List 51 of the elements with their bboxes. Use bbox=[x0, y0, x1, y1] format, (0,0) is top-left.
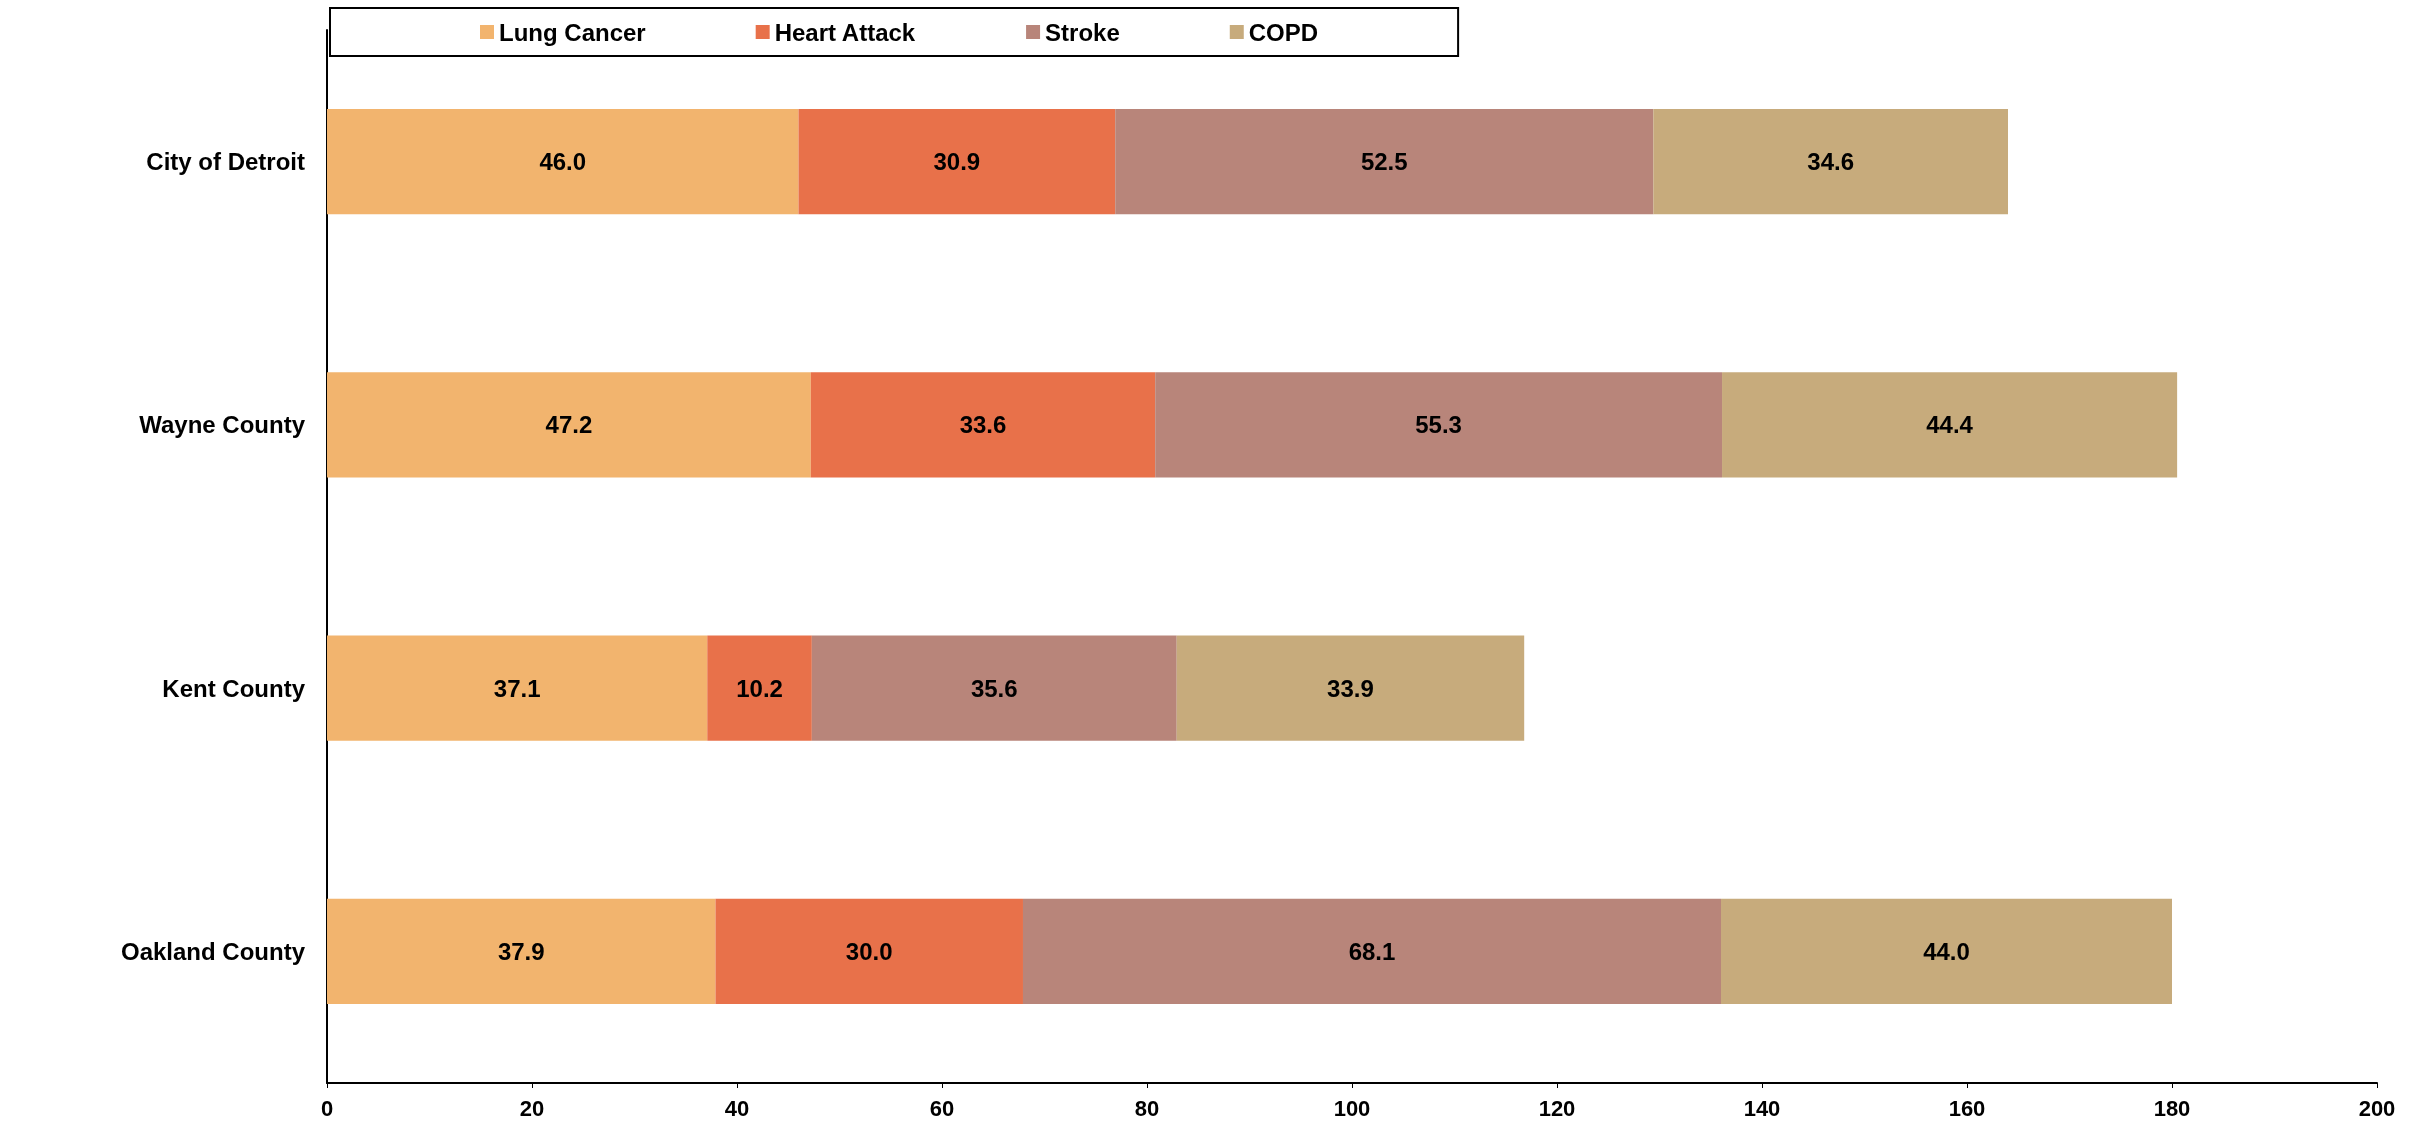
x-tick-label: 140 bbox=[1743, 1095, 1781, 1121]
y-tick-label: Kent County bbox=[162, 674, 306, 702]
data-label: 33.6 bbox=[959, 411, 1007, 439]
data-label: 46.0 bbox=[539, 148, 587, 176]
bar bbox=[1115, 108, 1654, 215]
bar bbox=[327, 898, 716, 1005]
data-label: 44.4 bbox=[1926, 411, 1974, 439]
y-tick-label: City of Detroit bbox=[146, 148, 305, 176]
bar bbox=[715, 898, 1023, 1005]
bar bbox=[327, 372, 811, 478]
x-tick-label: 120 bbox=[1538, 1095, 1576, 1121]
legend-label: COPD bbox=[1248, 18, 1319, 46]
data-label: 33.9 bbox=[1327, 674, 1374, 702]
legend-label: Stroke bbox=[1045, 18, 1120, 46]
data-label: 37.9 bbox=[497, 937, 545, 965]
x-tick-label: 0 bbox=[320, 1095, 334, 1121]
legend-label: Heart Attack bbox=[774, 18, 916, 46]
data-label: 30.9 bbox=[933, 148, 981, 176]
x-tick-label: 80 bbox=[1134, 1095, 1160, 1121]
data-label: 52.5 bbox=[1360, 148, 1408, 176]
bar bbox=[327, 635, 708, 741]
data-label: 68.1 bbox=[1348, 937, 1396, 965]
bar bbox=[1155, 372, 1723, 478]
data-label: 44.0 bbox=[1923, 937, 1970, 965]
x-tick-label: 200 bbox=[2358, 1095, 2396, 1121]
bar bbox=[1176, 635, 1525, 741]
data-label: 55.3 bbox=[1415, 411, 1462, 439]
x-tick-label: 180 bbox=[2153, 1095, 2191, 1121]
bar bbox=[1721, 898, 2172, 1005]
x-tick-label: 20 bbox=[519, 1095, 545, 1121]
bar bbox=[811, 635, 1177, 741]
data-label: 10.2 bbox=[736, 674, 783, 702]
y-tick-label: Oakland County bbox=[120, 937, 306, 965]
data-label: 30.0 bbox=[845, 937, 893, 965]
bar bbox=[1022, 898, 1721, 1005]
bar bbox=[1653, 108, 2008, 215]
bar bbox=[707, 635, 812, 741]
data-label: 34.6 bbox=[1807, 148, 1855, 176]
bar bbox=[1722, 372, 2178, 478]
legend-label: Lung Cancer bbox=[499, 18, 646, 46]
x-tick-label: 40 bbox=[724, 1095, 750, 1121]
data-label: 37.1 bbox=[493, 674, 541, 702]
x-tick-label: 160 bbox=[1948, 1095, 1986, 1121]
data-label: 47.2 bbox=[545, 411, 593, 439]
x-tick-label: 100 bbox=[1333, 1095, 1371, 1121]
bar bbox=[810, 372, 1156, 478]
data-label: 35.6 bbox=[970, 674, 1018, 702]
x-tick-label: 60 bbox=[929, 1095, 955, 1121]
y-tick-label: Wayne County bbox=[139, 411, 306, 439]
bar bbox=[327, 108, 799, 215]
bar bbox=[798, 108, 1116, 215]
